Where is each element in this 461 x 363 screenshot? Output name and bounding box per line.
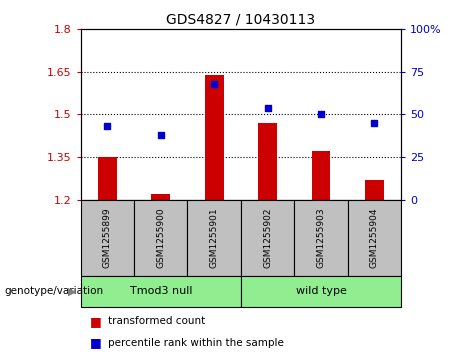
Bar (348, 200, 401, 276)
Bar (188, 200, 241, 276)
Text: GSM1255902: GSM1255902 (263, 208, 272, 268)
Point (371, 120, 378, 126)
Text: percentile rank within the sample: percentile rank within the sample (108, 338, 284, 348)
Point (104, 123, 111, 129)
Bar (81, 200, 134, 276)
Bar (241, 276, 401, 307)
Bar (241, 200, 294, 276)
Text: GSM1255901: GSM1255901 (210, 207, 219, 268)
Text: ■: ■ (90, 337, 101, 350)
Bar (134, 200, 188, 276)
Text: GSM1255904: GSM1255904 (370, 208, 379, 268)
Text: ■: ■ (90, 315, 101, 328)
Bar (294, 200, 348, 276)
Bar (151, 194, 170, 200)
Point (264, 105, 271, 110)
Text: GSM1255900: GSM1255900 (156, 207, 165, 268)
Bar (365, 180, 384, 200)
Bar (98, 157, 117, 200)
Text: Tmod3 null: Tmod3 null (130, 286, 192, 296)
Point (211, 81, 218, 86)
Text: GSM1255903: GSM1255903 (316, 207, 325, 268)
Bar (258, 123, 277, 200)
Bar (205, 74, 224, 200)
Text: wild type: wild type (296, 286, 346, 296)
Title: GDS4827 / 10430113: GDS4827 / 10430113 (166, 12, 315, 26)
Point (157, 132, 165, 138)
Bar (81, 276, 241, 307)
Bar (312, 151, 331, 200)
Text: transformed count: transformed count (108, 316, 206, 326)
Point (317, 111, 325, 117)
Text: GSM1255899: GSM1255899 (103, 207, 112, 268)
Text: genotype/variation: genotype/variation (5, 286, 104, 296)
Text: ▶: ▶ (68, 286, 76, 296)
